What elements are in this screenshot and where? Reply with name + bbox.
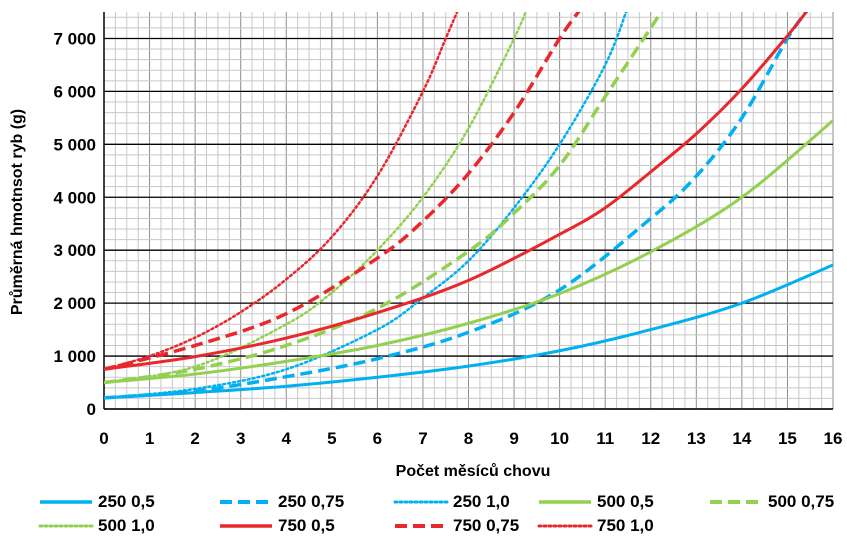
series-line-7	[104, 12, 809, 371]
x-tick-label: 1	[145, 429, 154, 448]
legend-item: 250 1,0	[393, 491, 510, 513]
legend-item: 750 0,75	[393, 515, 519, 537]
legend-label: 500 0,75	[768, 492, 835, 511]
y-tick-label: 5 000	[53, 135, 96, 154]
x-tick-label: 8	[464, 429, 473, 448]
legend-label: 250 0,75	[278, 492, 345, 511]
series-line-1	[104, 263, 833, 400]
x-tick-label: 7	[418, 429, 427, 448]
y-tick-label: 2 000	[53, 294, 96, 313]
x-axis-ticks: 0 1 2 3 4 5 6 7 8 9 10 11 12 13 14 15 16	[99, 429, 842, 448]
legend-swatch	[393, 500, 449, 504]
legend-label: 250 0,5	[98, 492, 155, 511]
legend-item: 500 0,5	[537, 491, 654, 513]
legend: 250 0,5 250 0,75 250 1,0 500 0,5 500 0,75 500…	[0, 488, 847, 537]
y-tick-label: 1 000	[53, 347, 96, 366]
legend-swatch	[220, 500, 272, 504]
x-tick-label: 12	[641, 429, 660, 448]
legend-item: 250 0,5	[38, 491, 155, 513]
series-lines	[104, 12, 833, 400]
y-tick-label: 0	[87, 400, 96, 419]
series-line-3	[104, 12, 628, 400]
x-tick-label: 13	[687, 429, 706, 448]
legend-swatch	[40, 500, 92, 504]
x-tick-label: 15	[778, 429, 797, 448]
series-line-8	[104, 12, 581, 371]
legend-label: 750 1,0	[597, 516, 654, 535]
legend-item: 750 1,0	[537, 515, 654, 537]
y-axis-title: Průměrná hmotnsot ryb (g)	[9, 109, 26, 315]
legend-item: 750 0,5	[218, 515, 335, 537]
series-line-5	[104, 12, 664, 385]
grid	[103, 12, 834, 410]
legend-label: 500 1,0	[98, 516, 155, 535]
legend-label: 750 0,75	[453, 516, 520, 535]
x-tick-label: 0	[99, 429, 108, 448]
y-tick-label: 7 000	[53, 29, 96, 48]
legend-swatch	[220, 524, 272, 528]
y-tick-label: 6 000	[53, 82, 96, 101]
series-line-9	[104, 12, 459, 371]
legend-swatch	[395, 524, 447, 528]
legend-swatch	[710, 500, 762, 504]
y-axis-ticks: 0 1 000 2 000 3 000 4 000 5 000 6 000 7 000	[53, 29, 96, 419]
legend-item: 500 0,75	[708, 491, 834, 513]
x-tick-label: 9	[509, 429, 518, 448]
x-tick-label: 10	[550, 429, 569, 448]
series-line-4	[104, 119, 833, 385]
legend-swatch	[38, 524, 94, 528]
y-tick-label: 3 000	[53, 241, 96, 260]
x-tick-label: 3	[236, 429, 245, 448]
legend-swatch	[537, 524, 593, 528]
legend-swatch	[539, 500, 591, 504]
x-tick-label: 14	[732, 429, 751, 448]
y-tick-label: 4 000	[53, 188, 96, 207]
legend-item: 250 0,75	[218, 491, 344, 513]
x-tick-label: 2	[190, 429, 199, 448]
x-tick-label: 5	[327, 429, 336, 448]
legend-label: 500 0,5	[597, 492, 654, 511]
x-tick-label: 4	[282, 429, 292, 448]
legend-item: 500 1,0	[38, 515, 155, 537]
x-tick-label: 6	[373, 429, 382, 448]
series-line-6	[104, 12, 527, 384]
x-tick-label: 16	[824, 429, 843, 448]
legend-label: 750 0,5	[278, 516, 335, 535]
x-tick-label: 11	[596, 429, 614, 448]
legend-label: 250 1,0	[453, 492, 510, 511]
x-axis-title: Počet měsíců chovu	[396, 463, 551, 480]
